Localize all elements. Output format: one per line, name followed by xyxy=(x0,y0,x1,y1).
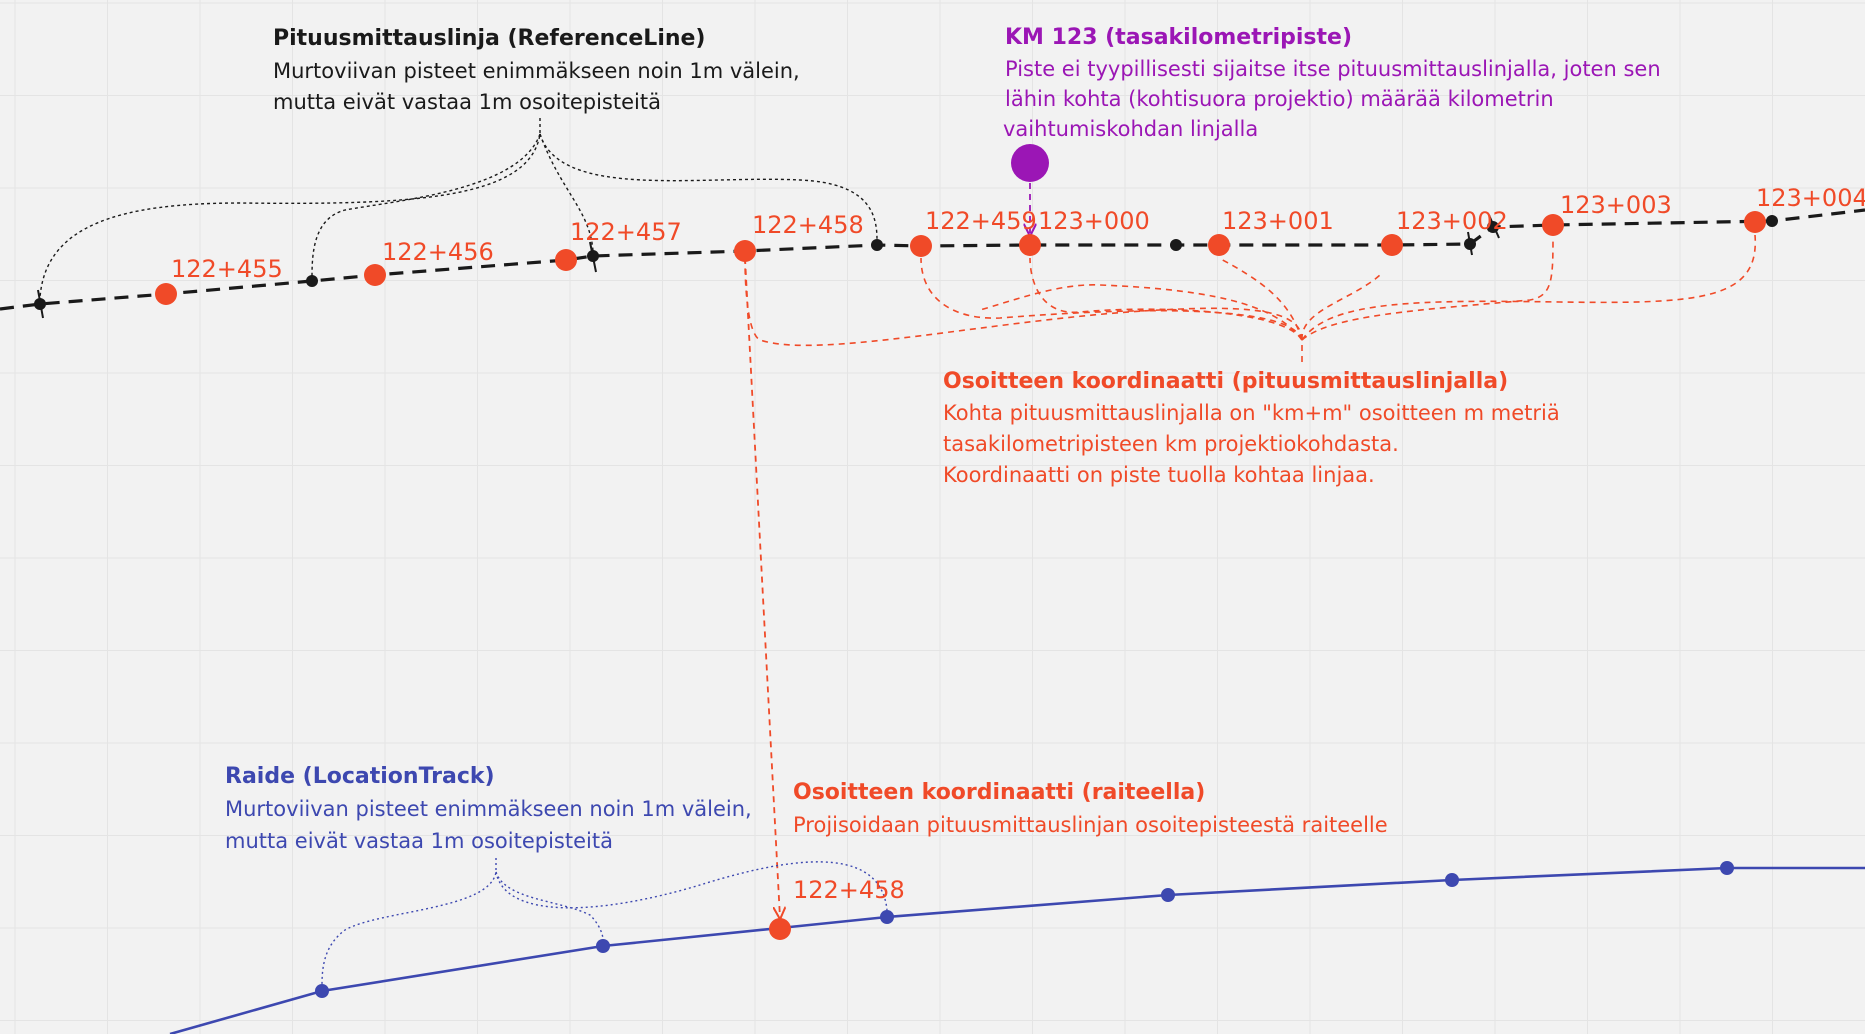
track-address-label: 122+458 xyxy=(793,876,905,904)
reference-note-line: mutta eivät vastaa 1m osoitepisteitä xyxy=(273,90,661,114)
track-vertex xyxy=(596,939,610,953)
km-note-line: lähin kohta (kohtisuora projektio) määrä… xyxy=(1005,87,1554,111)
vertex-tick xyxy=(1488,214,1500,239)
track-vertex xyxy=(1445,873,1459,887)
address-label: 122+457 xyxy=(570,218,682,246)
projection-arrow xyxy=(744,257,780,918)
address-point xyxy=(1208,234,1230,256)
address-note-line: Kohta pituusmittauslinjalla on "km+m" os… xyxy=(943,401,1560,425)
address-point xyxy=(1542,214,1564,236)
reference-note-line: Murtoviivan pisteet enimmäkseen noin 1m … xyxy=(273,59,800,83)
km-post-note: KM 123 (tasakilometripiste) Piste ei tyy… xyxy=(1003,25,1661,141)
reference-vertex xyxy=(1766,215,1778,227)
address-point xyxy=(155,283,177,305)
track-note-title: Raide (LocationTrack) xyxy=(225,764,495,789)
address-label: 123+001 xyxy=(1222,207,1334,235)
reference-address-points xyxy=(155,211,1766,305)
km-post-marker xyxy=(1011,144,1049,182)
track-note-line: Murtoviivan pisteet enimmäkseen noin 1m … xyxy=(225,797,752,821)
reference-vertex xyxy=(306,275,318,287)
address-point xyxy=(1744,211,1766,233)
address-label: 123+004 xyxy=(1756,184,1865,212)
address-label: 123+003 xyxy=(1560,191,1672,219)
vertex-tick xyxy=(37,289,44,319)
reference-vertex xyxy=(871,239,883,251)
address-point xyxy=(734,240,756,262)
km-note-line: Piste ei tyypillisesti sijaitse itse pit… xyxy=(1005,57,1661,81)
km-note-line: vaihtumiskohdan linjalla xyxy=(1003,117,1258,141)
km-note-title: KM 123 (tasakilometripiste) xyxy=(1005,25,1352,50)
reference-note-leaders xyxy=(39,118,878,299)
track-coord-line: Projisoidaan pituusmittauslinjan osoitep… xyxy=(793,813,1388,837)
location-track-note: Raide (LocationTrack) Murtoviivan pistee… xyxy=(225,764,752,853)
track-vertex xyxy=(315,984,329,998)
address-coordinate-note: Osoitteen koordinaatti (pituusmittauslin… xyxy=(943,369,1560,487)
address-label: 122+459 xyxy=(925,207,1037,235)
track-coord-title: Osoitteen koordinaatti (raiteella) xyxy=(793,780,1205,805)
vertex-tick xyxy=(1467,231,1473,256)
track-vertex xyxy=(880,910,894,924)
reference-line-note: Pituusmittauslinja (ReferenceLine) Murto… xyxy=(273,26,800,114)
reference-note-title: Pituusmittauslinja (ReferenceLine) xyxy=(273,26,706,51)
address-note-leaders xyxy=(744,234,1757,362)
address-label: 123+002 xyxy=(1396,207,1508,235)
address-label: 123+000 xyxy=(1038,207,1150,235)
vertex-tick xyxy=(589,241,597,273)
address-label: 122+455 xyxy=(171,255,283,283)
address-point xyxy=(910,235,932,257)
track-note-line: mutta eivät vastaa 1m osoitepisteitä xyxy=(225,829,613,853)
address-point xyxy=(364,264,386,286)
reference-line-vertices xyxy=(34,214,1778,319)
track-note-leaders xyxy=(321,858,888,986)
address-label: 122+456 xyxy=(382,238,494,266)
track-coordinate-note: Osoitteen koordinaatti (raiteella) Proji… xyxy=(793,780,1388,837)
track-vertex xyxy=(1720,861,1734,875)
address-point xyxy=(1019,234,1041,256)
address-label: 122+458 xyxy=(752,211,864,239)
track-address-point xyxy=(769,918,791,940)
location-track xyxy=(169,866,1865,1034)
address-point xyxy=(1381,234,1403,256)
location-track-vertices xyxy=(315,861,1734,998)
reference-address-labels: 122+455 122+456 122+457 122+458 122+459 … xyxy=(171,184,1865,283)
address-note-line: Koordinaatti on piste tuolla kohtaa linj… xyxy=(943,463,1375,487)
address-note-line: tasakilometripisteen km projektiokohdast… xyxy=(943,432,1399,456)
address-note-title: Osoitteen koordinaatti (pituusmittauslin… xyxy=(943,369,1508,394)
address-point xyxy=(555,249,577,271)
track-vertex xyxy=(1161,888,1175,902)
reference-vertex xyxy=(1170,239,1182,251)
